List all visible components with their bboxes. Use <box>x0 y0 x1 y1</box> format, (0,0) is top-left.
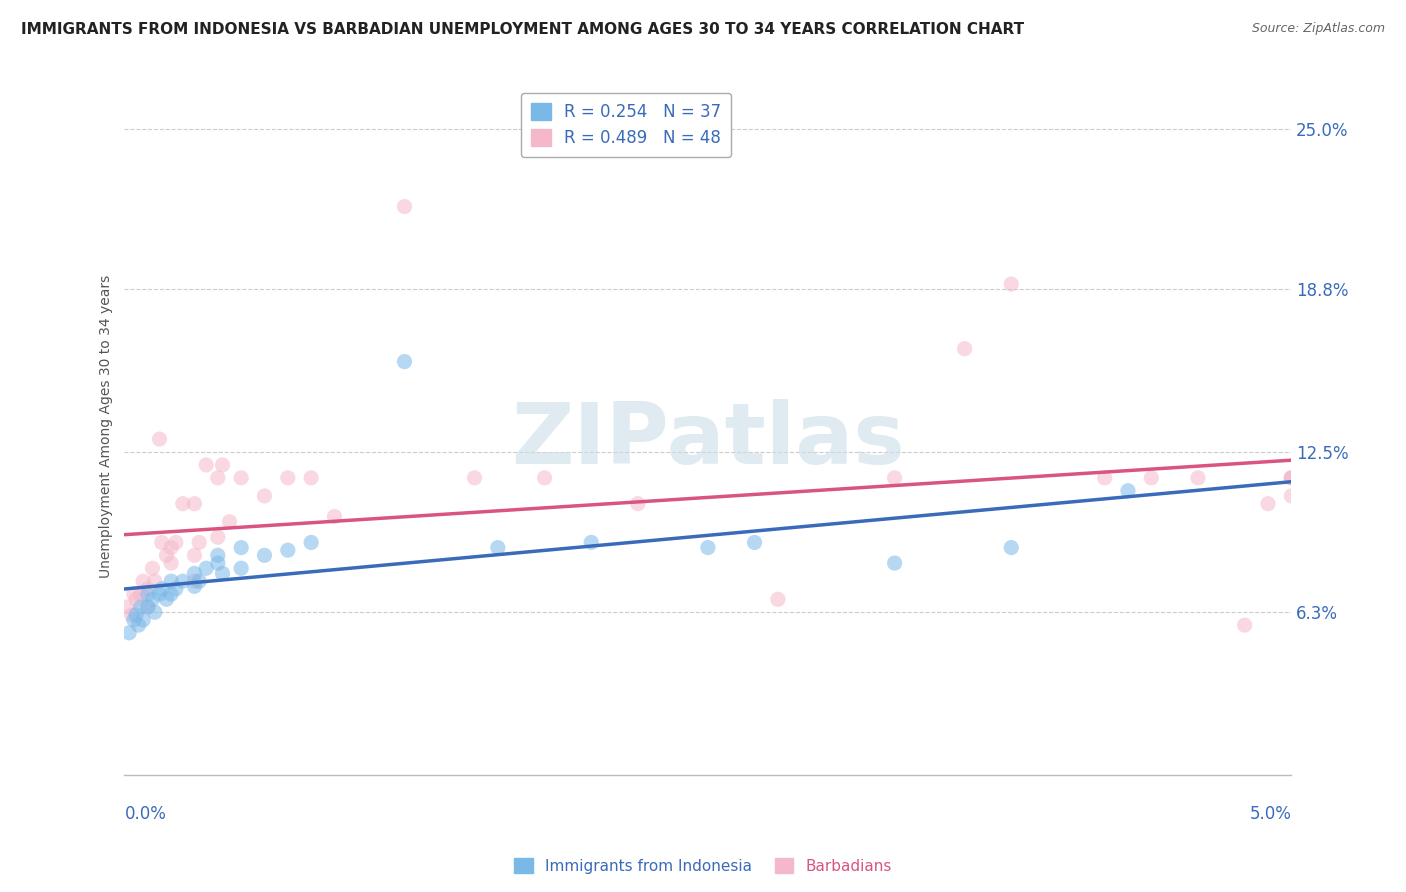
Point <box>1140 471 1163 485</box>
Point <box>115 600 138 615</box>
Point <box>1116 483 1139 498</box>
Point <box>160 587 183 601</box>
Point <box>160 541 183 555</box>
Point <box>486 541 509 555</box>
Point <box>127 618 149 632</box>
Point <box>172 497 194 511</box>
Point <box>183 497 205 511</box>
Point <box>155 592 177 607</box>
Point <box>579 535 602 549</box>
Point <box>323 509 346 524</box>
Point <box>129 600 152 615</box>
Point <box>183 579 205 593</box>
Point <box>136 587 159 601</box>
Point <box>218 515 240 529</box>
Point <box>122 587 145 601</box>
Point <box>141 592 163 607</box>
Point <box>883 471 905 485</box>
Point <box>744 535 766 549</box>
Point <box>143 605 166 619</box>
Point <box>188 574 211 589</box>
Point <box>195 561 218 575</box>
Point <box>160 556 183 570</box>
Point <box>172 574 194 589</box>
Point <box>231 471 253 485</box>
Point <box>1279 471 1302 485</box>
Point <box>277 471 299 485</box>
Point <box>953 342 976 356</box>
Point <box>136 600 159 615</box>
Point <box>231 561 253 575</box>
Point <box>883 556 905 570</box>
Point <box>1000 277 1022 292</box>
Point <box>136 582 159 596</box>
Point <box>150 535 173 549</box>
Point <box>148 587 170 601</box>
Point <box>299 535 322 549</box>
Point <box>1000 541 1022 555</box>
Point <box>211 458 233 472</box>
Point <box>533 471 555 485</box>
Point <box>122 613 145 627</box>
Point <box>160 574 183 589</box>
Point <box>253 489 276 503</box>
Point <box>207 471 229 485</box>
Point <box>165 582 187 596</box>
Point <box>195 458 218 472</box>
Point <box>183 574 205 589</box>
Point <box>627 497 650 511</box>
Point <box>141 561 163 575</box>
Point <box>207 549 229 563</box>
Point <box>148 432 170 446</box>
Point <box>464 471 486 485</box>
Point <box>766 592 789 607</box>
Point <box>207 530 229 544</box>
Point <box>118 625 141 640</box>
Point <box>1187 471 1209 485</box>
Point <box>299 471 322 485</box>
Point <box>394 200 416 214</box>
Point <box>207 556 229 570</box>
Text: 0.0%: 0.0% <box>125 805 166 823</box>
Point <box>1257 497 1279 511</box>
Point <box>1279 471 1302 485</box>
Point <box>1279 471 1302 485</box>
Point <box>143 574 166 589</box>
Point <box>125 592 148 607</box>
Point <box>253 549 276 563</box>
Point <box>211 566 233 581</box>
Point <box>394 354 416 368</box>
Point <box>1094 471 1116 485</box>
Legend: R = 0.254   N = 37, R = 0.489   N = 48: R = 0.254 N = 37, R = 0.489 N = 48 <box>522 93 731 157</box>
Point <box>165 535 187 549</box>
Point <box>132 574 155 589</box>
Point <box>132 613 155 627</box>
Y-axis label: Unemployment Among Ages 30 to 34 years: Unemployment Among Ages 30 to 34 years <box>100 275 114 578</box>
Text: ZIPatlas: ZIPatlas <box>510 399 905 482</box>
Point <box>277 543 299 558</box>
Point <box>121 607 143 622</box>
Point <box>188 535 211 549</box>
Point <box>1233 618 1256 632</box>
Point <box>183 566 205 581</box>
Legend: Immigrants from Indonesia, Barbadians: Immigrants from Indonesia, Barbadians <box>508 852 898 880</box>
Point <box>155 549 177 563</box>
Point <box>129 587 152 601</box>
Point <box>150 582 173 596</box>
Point <box>125 607 148 622</box>
Text: 5.0%: 5.0% <box>1250 805 1291 823</box>
Point <box>1279 489 1302 503</box>
Text: Source: ZipAtlas.com: Source: ZipAtlas.com <box>1251 22 1385 36</box>
Point <box>136 600 159 615</box>
Point <box>231 541 253 555</box>
Point <box>183 549 205 563</box>
Point <box>696 541 718 555</box>
Text: IMMIGRANTS FROM INDONESIA VS BARBADIAN UNEMPLOYMENT AMONG AGES 30 TO 34 YEARS CO: IMMIGRANTS FROM INDONESIA VS BARBADIAN U… <box>21 22 1024 37</box>
